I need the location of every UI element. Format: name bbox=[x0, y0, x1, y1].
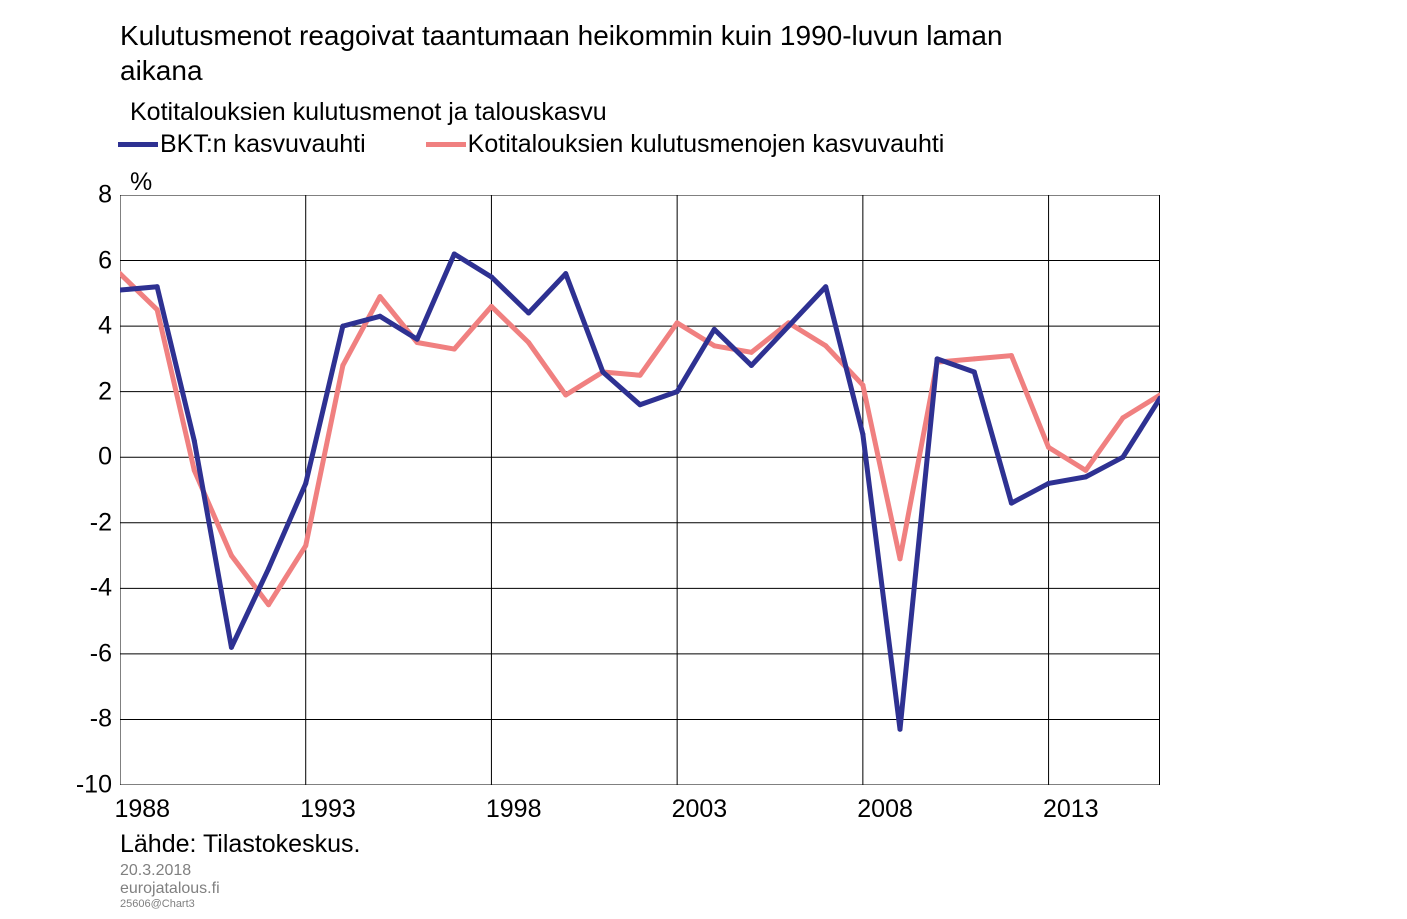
legend-label-series2: Kotitalouksien kulutusmenojen kasvuvauht… bbox=[468, 130, 945, 159]
legend-swatch-series2 bbox=[426, 142, 466, 147]
y-tick-label: -8 bbox=[90, 705, 112, 734]
footer-site: eurojatalous.fi bbox=[120, 880, 220, 898]
x-tick-label: 1998 bbox=[486, 795, 542, 824]
y-tick-label: 0 bbox=[98, 443, 112, 472]
legend: BKT:n kasvuvauhti Kotitalouksien kulutus… bbox=[118, 130, 944, 159]
y-tick-label: 4 bbox=[98, 312, 112, 341]
y-tick-label: -6 bbox=[90, 639, 112, 668]
chart-title: Kulutusmenot reagoivat taantumaan heikom… bbox=[120, 18, 1020, 88]
y-tick-label: 2 bbox=[98, 377, 112, 406]
plot-area bbox=[120, 195, 1160, 785]
x-tick-label: 2013 bbox=[1043, 795, 1099, 824]
x-tick-label: 1988 bbox=[114, 795, 170, 824]
chart-container: Kulutusmenot reagoivat taantumaan heikom… bbox=[0, 0, 1407, 919]
legend-item-series2: Kotitalouksien kulutusmenojen kasvuvauht… bbox=[426, 130, 945, 159]
footer-id: 25606@Chart3 bbox=[120, 898, 195, 910]
x-tick-label: 2008 bbox=[857, 795, 913, 824]
y-tick-label: -4 bbox=[90, 574, 112, 603]
chart-subtitle: Kotitalouksien kulutusmenot ja talouskas… bbox=[130, 98, 607, 127]
y-tick-label: -2 bbox=[90, 508, 112, 537]
y-tick-label: -10 bbox=[76, 771, 112, 800]
x-tick-label: 1993 bbox=[300, 795, 356, 824]
x-tick-label: 2003 bbox=[672, 795, 728, 824]
legend-item-series1: BKT:n kasvuvauhti bbox=[118, 130, 366, 159]
source-label: Lähde: Tilastokeskus. bbox=[120, 830, 360, 859]
y-tick-label: 8 bbox=[98, 181, 112, 210]
legend-label-series1: BKT:n kasvuvauhti bbox=[160, 130, 366, 159]
y-axis-unit: % bbox=[130, 168, 152, 197]
legend-swatch-series1 bbox=[118, 142, 158, 147]
footer-date: 20.3.2018 bbox=[120, 862, 191, 880]
y-tick-label: 6 bbox=[98, 246, 112, 275]
